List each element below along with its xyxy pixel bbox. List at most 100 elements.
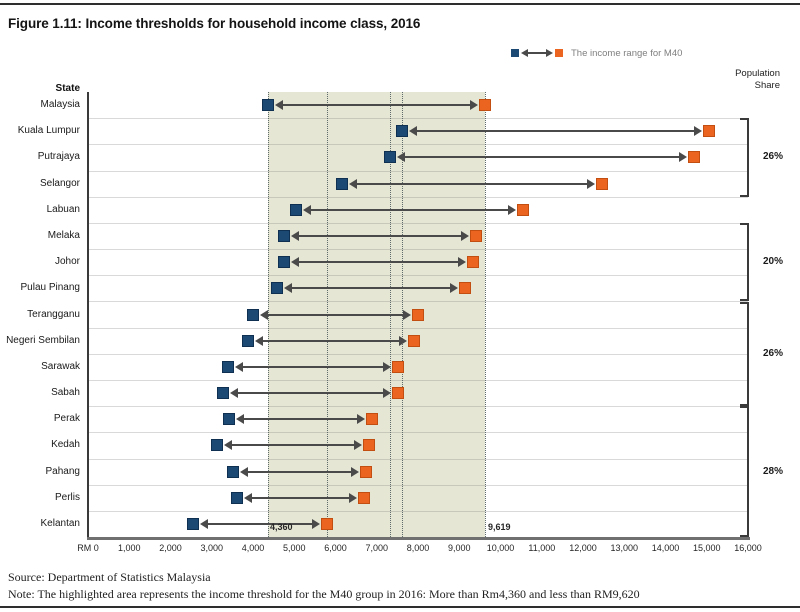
legend-orange-square-icon — [555, 49, 563, 57]
range-arrowhead-left-icon — [199, 518, 208, 529]
gridline — [88, 327, 748, 329]
top-divider — [0, 3, 800, 5]
marker-lower-threshold — [247, 308, 260, 321]
marker-upper-threshold — [365, 413, 378, 426]
x-axis-tick-label: 6,000 — [324, 543, 347, 553]
population-share-value: 20% — [762, 256, 783, 268]
x-axis-tick-label: 9,000 — [448, 543, 471, 553]
population-share-bracket — [740, 118, 749, 197]
range-arrowhead-right-icon — [460, 230, 469, 241]
range-arrow-line — [398, 156, 686, 159]
population-share-value: 28% — [762, 465, 783, 477]
marker-upper-threshold — [321, 517, 334, 530]
gridline — [88, 484, 748, 486]
marker-lower-threshold — [210, 439, 223, 452]
x-axis-tick-label: 12,000 — [569, 543, 597, 553]
state-label: Perlis — [54, 491, 80, 503]
marker-lower-threshold — [383, 151, 396, 164]
marker-upper-threshold — [392, 387, 405, 400]
range-arrowhead-left-icon — [223, 440, 232, 451]
x-axis-tick-label: 7,000 — [365, 543, 389, 553]
range-arrowhead-right-icon — [353, 440, 362, 451]
range-arrowhead-right-icon — [586, 178, 595, 189]
population-share-header: Population Share — [700, 68, 780, 92]
state-label: Melaka — [47, 229, 80, 241]
annotation-upper-threshold: 9,619 — [488, 522, 511, 532]
gridline — [88, 510, 748, 512]
y-axis-line — [87, 92, 89, 539]
gridline — [88, 118, 748, 120]
range-arrowhead-left-icon — [274, 100, 283, 111]
x-axis-tick-label: 15,000 — [693, 543, 721, 553]
range-arrowhead-left-icon — [348, 178, 357, 189]
range-arrow-line — [285, 287, 457, 290]
state-label: Negeri Sembilan — [6, 334, 80, 346]
marker-lower-threshold — [216, 387, 229, 400]
range-arrowhead-left-icon — [239, 466, 248, 477]
state-label: Pahang — [45, 465, 80, 477]
range-arrowhead-right-icon — [399, 335, 408, 346]
range-arrowhead-right-icon — [679, 152, 688, 163]
marker-lower-threshold — [222, 360, 235, 373]
x-axis-tick-label: 1,000 — [118, 543, 141, 553]
gridline — [88, 275, 748, 277]
legend-arrowhead-left-icon — [521, 49, 528, 57]
marker-upper-threshold — [357, 491, 370, 504]
state-label: Selangor — [39, 177, 80, 189]
gridline — [88, 406, 748, 408]
bottom-divider — [0, 606, 800, 608]
gridline — [88, 353, 748, 355]
marker-lower-threshold — [335, 177, 348, 190]
gridline — [88, 458, 748, 460]
x-axis-tick-label: 14,000 — [651, 543, 680, 553]
range-arrow-line — [293, 261, 464, 264]
gridline — [88, 432, 748, 434]
range-arrowhead-left-icon — [290, 230, 299, 241]
state-label: Kuala Lumpur — [17, 125, 80, 137]
gridline — [88, 170, 748, 172]
range-arrowhead-right-icon — [348, 492, 357, 503]
state-label: Labuan — [46, 203, 80, 215]
gridline — [88, 144, 748, 146]
range-arrowhead-left-icon — [408, 126, 417, 137]
state-label: Perak — [53, 413, 80, 425]
range-arrowhead-left-icon — [283, 283, 292, 294]
population-share-header-line2: Share — [754, 80, 780, 91]
range-arrowhead-right-icon — [693, 126, 702, 137]
marker-upper-threshold — [459, 282, 472, 295]
x-axis-tick-label: 2,000 — [159, 543, 182, 553]
range-arrowhead-left-icon — [396, 152, 405, 163]
marker-upper-threshold — [412, 308, 425, 321]
range-arrow-line — [201, 522, 319, 525]
x-axis-line — [87, 537, 750, 540]
marker-upper-threshold — [362, 439, 375, 452]
range-arrow-line — [238, 418, 363, 421]
marker-lower-threshold — [223, 413, 236, 426]
state-label: Johor — [54, 256, 80, 268]
x-axis-tick-label: 5,000 — [283, 543, 306, 553]
note-text: Note: The highlighted area represents th… — [8, 587, 640, 601]
population-share-value: 26% — [762, 347, 783, 359]
range-arrowhead-left-icon — [303, 204, 312, 215]
y-axis-header: State — [55, 83, 80, 94]
range-arrowhead-right-icon — [469, 100, 478, 111]
x-axis-tick-label: 10,000 — [486, 543, 515, 553]
marker-lower-threshold — [278, 256, 291, 269]
marker-lower-threshold — [395, 125, 408, 138]
range-arrow-line — [305, 208, 515, 211]
range-arrow-line — [241, 470, 357, 473]
x-axis-tick-label: 3,000 — [200, 543, 224, 553]
marker-upper-threshold — [517, 203, 530, 216]
range-arrow-line — [231, 392, 390, 395]
state-label: Sabah — [51, 387, 80, 399]
gridline — [88, 222, 748, 224]
x-axis-tick-label: 11,000 — [528, 543, 556, 553]
legend-range-arrow-icon — [521, 48, 553, 58]
marker-upper-threshold — [408, 334, 421, 347]
marker-upper-threshold — [391, 360, 404, 373]
range-arrow-line — [410, 130, 700, 133]
range-arrow-line — [237, 365, 389, 368]
marker-lower-threshold — [270, 282, 283, 295]
